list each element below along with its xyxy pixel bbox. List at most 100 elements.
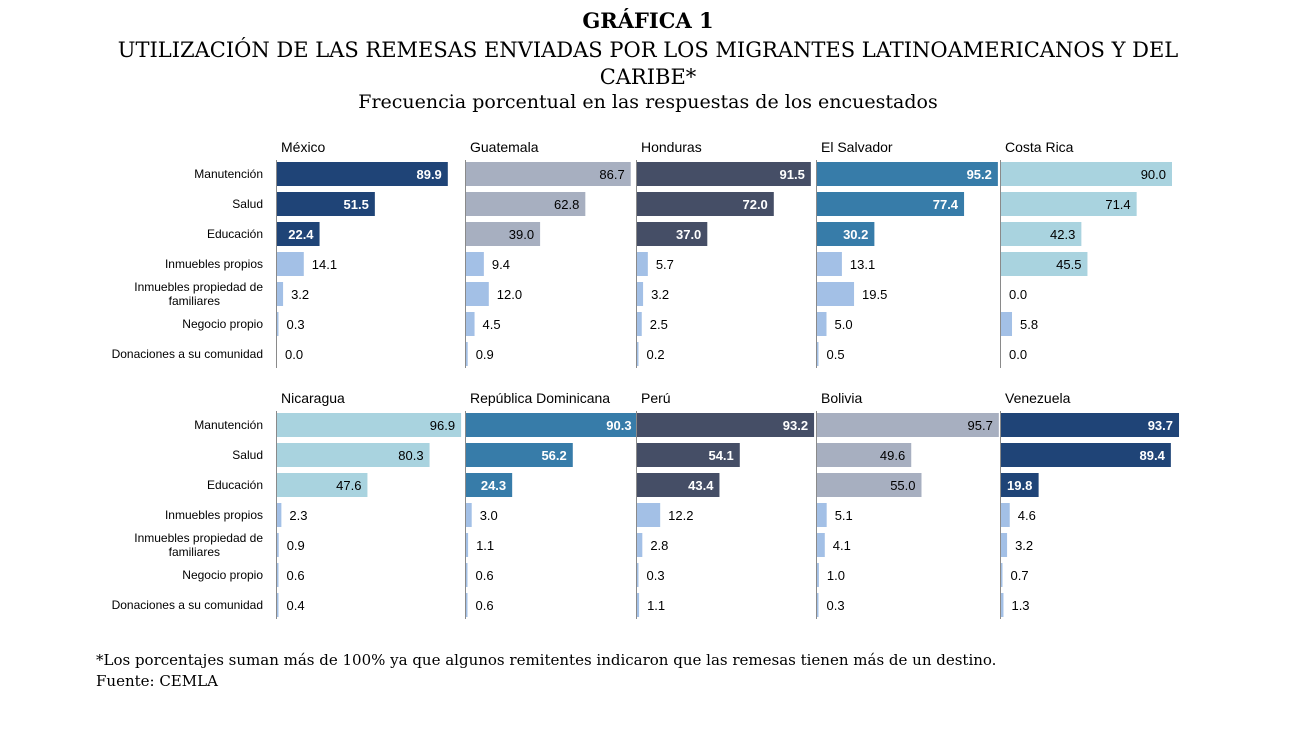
- bar-honduras: [637, 222, 708, 246]
- bar-nicaragua: [277, 533, 279, 557]
- category-label: Manutención: [194, 167, 263, 181]
- bar-guatemala: [466, 342, 468, 366]
- data-label-nicaragua: 80.3: [398, 448, 423, 463]
- data-label-honduras: 5.7: [656, 257, 674, 272]
- data-label-republica-dominicana: 1.1: [476, 538, 494, 553]
- panel-title-bolivia: Bolivia: [821, 390, 862, 406]
- data-label-venezuela: 89.4: [1140, 448, 1166, 463]
- data-label-republica-dominicana: 56.2: [541, 448, 566, 463]
- bar-peru: [637, 593, 640, 617]
- bar-venezuela: [1001, 563, 1003, 587]
- bar-costa-rica: [1001, 252, 1088, 276]
- data-label-venezuela: 4.6: [1018, 508, 1036, 523]
- data-label-venezuela: 1.3: [1011, 598, 1029, 613]
- data-label-costa-rica: 42.3: [1050, 227, 1075, 242]
- bar-guatemala: [466, 312, 475, 336]
- category-label: familiares: [169, 294, 220, 308]
- data-label-republica-dominicana: 90.3: [606, 418, 631, 433]
- bar-venezuela: [1001, 503, 1010, 527]
- data-label-el-salvador: 13.1: [850, 257, 875, 272]
- data-label-bolivia: 1.0: [827, 568, 845, 583]
- data-label-honduras: 2.5: [650, 317, 668, 332]
- panel-title-el-salvador: El Salvador: [821, 139, 893, 155]
- bar-bolivia: [817, 473, 922, 497]
- bar-peru: [637, 563, 639, 587]
- bar-honduras: [637, 312, 642, 336]
- data-label-costa-rica: 5.8: [1020, 317, 1038, 332]
- data-label-peru: 54.1: [708, 448, 733, 463]
- bar-bolivia: [817, 503, 827, 527]
- bar-mexico: [277, 252, 304, 276]
- data-label-peru: 93.2: [783, 418, 808, 433]
- bar-el-salvador: [817, 312, 827, 336]
- category-label: Donaciones a su comunidad: [112, 598, 263, 612]
- data-label-venezuela: 93.7: [1148, 418, 1173, 433]
- category-label: Salud: [232, 448, 263, 462]
- data-label-republica-dominicana: 0.6: [476, 598, 494, 613]
- bar-bolivia: [817, 443, 912, 467]
- bar-costa-rica: [1001, 192, 1137, 216]
- data-label-bolivia: 0.3: [827, 598, 845, 613]
- data-label-guatemala: 9.4: [492, 257, 510, 272]
- bar-guatemala: [466, 252, 484, 276]
- bar-el-salvador: [817, 192, 965, 216]
- category-label: Negocio propio: [182, 317, 263, 331]
- bar-peru: [637, 413, 815, 437]
- bar-honduras: [637, 342, 639, 366]
- category-label: Inmuebles propios: [165, 508, 263, 522]
- chart-caption: Frecuencia porcentual en las respuestas …: [358, 91, 938, 113]
- data-label-costa-rica: 71.4: [1105, 197, 1130, 212]
- bar-el-salvador: [817, 222, 875, 246]
- category-label: Educación: [207, 227, 263, 241]
- data-label-republica-dominicana: 3.0: [480, 508, 498, 523]
- data-label-bolivia: 4.1: [833, 538, 851, 553]
- data-label-costa-rica: 45.5: [1056, 257, 1081, 272]
- data-label-mexico: 14.1: [312, 257, 337, 272]
- data-label-nicaragua: 0.6: [287, 568, 305, 583]
- category-label: Salud: [232, 197, 263, 211]
- data-label-bolivia: 5.1: [835, 508, 853, 523]
- bar-costa-rica: [1001, 162, 1172, 186]
- bar-peru: [637, 473, 720, 497]
- bar-bolivia: [817, 533, 825, 557]
- bar-venezuela: [1001, 593, 1004, 617]
- bar-republica-dominicana: [466, 503, 472, 527]
- panel-title-venezuela: Venezuela: [1005, 390, 1071, 406]
- data-label-guatemala: 0.9: [476, 347, 494, 362]
- bar-mexico: [277, 312, 279, 336]
- bar-venezuela: [1001, 473, 1039, 497]
- bar-guatemala: [466, 222, 541, 246]
- data-label-nicaragua: 96.9: [430, 418, 455, 433]
- bar-mexico: [277, 282, 284, 306]
- category-label: Manutención: [194, 418, 263, 432]
- data-label-peru: 12.2: [668, 508, 693, 523]
- bar-guatemala: [466, 162, 631, 186]
- category-label: Educación: [207, 478, 263, 492]
- data-label-republica-dominicana: 0.6: [476, 568, 494, 583]
- data-label-venezuela: 19.8: [1007, 478, 1032, 493]
- data-label-el-salvador: 19.5: [862, 287, 887, 302]
- bar-venezuela: [1001, 413, 1180, 437]
- data-label-mexico: 89.9: [416, 167, 441, 182]
- chart-subtitle: UTILIZACIÓN DE LAS REMESAS ENVIADAS POR …: [117, 38, 1179, 89]
- category-label: Inmuebles propios: [165, 257, 263, 271]
- footnote: *Los porcentajes suman más de 100% ya qu…: [96, 651, 997, 669]
- bar-republica-dominicana: [466, 533, 469, 557]
- data-label-bolivia: 55.0: [890, 478, 915, 493]
- panel-title-peru: Perú: [641, 390, 671, 406]
- category-label: Inmuebles propiedad de: [134, 531, 263, 545]
- bar-venezuela: [1001, 533, 1008, 557]
- data-label-el-salvador: 77.4: [933, 197, 959, 212]
- chart-title: GRÁFICA 1: [582, 8, 714, 33]
- panel-title-honduras: Honduras: [641, 139, 702, 155]
- bar-mexico: [277, 222, 320, 246]
- bar-venezuela: [1001, 443, 1171, 467]
- source-note: Fuente: CEMLA: [96, 672, 218, 690]
- data-label-el-salvador: 95.2: [967, 167, 992, 182]
- panel-title-mexico: México: [281, 139, 326, 155]
- data-label-mexico: 22.4: [288, 227, 314, 242]
- data-label-bolivia: 95.7: [968, 418, 993, 433]
- bar-el-salvador: [817, 162, 998, 186]
- data-label-costa-rica: 0.0: [1009, 347, 1027, 362]
- bar-el-salvador: [817, 282, 855, 306]
